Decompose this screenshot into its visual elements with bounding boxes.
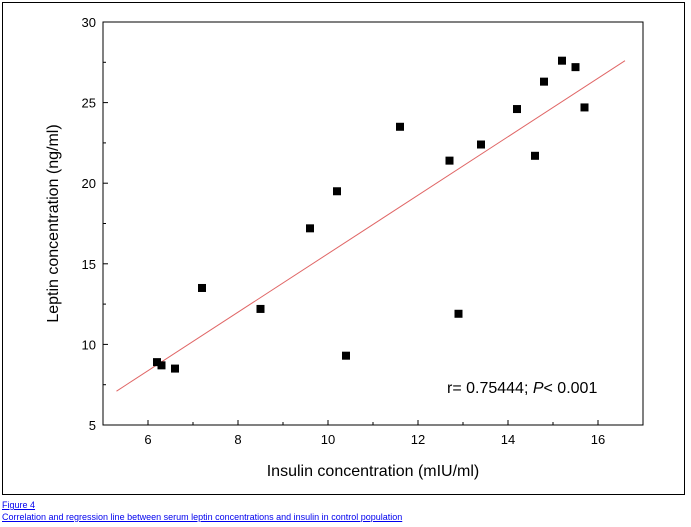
data-point bbox=[171, 364, 179, 373]
x-tick-label: 6 bbox=[144, 432, 151, 447]
data-point bbox=[342, 351, 350, 360]
data-point bbox=[306, 224, 314, 233]
data-point bbox=[477, 140, 485, 149]
figure-caption-link[interactable]: Correlation and regression line between … bbox=[2, 512, 403, 522]
x-tick-label: 16 bbox=[591, 432, 605, 447]
regression-line bbox=[116, 60, 626, 392]
y-tick-label: 15 bbox=[82, 257, 96, 272]
data-point bbox=[153, 358, 161, 367]
data-point bbox=[531, 151, 539, 160]
data-point bbox=[558, 56, 566, 65]
data-point bbox=[580, 103, 589, 112]
data-point bbox=[454, 309, 463, 318]
y-tick-label: 5 bbox=[89, 418, 96, 433]
x-tick-label: 10 bbox=[321, 432, 335, 447]
annotation-p-symbol: P bbox=[533, 380, 544, 397]
data-point bbox=[571, 63, 580, 72]
y-tick-label: 10 bbox=[82, 337, 96, 352]
annotation-prefix: r= 0.75444; bbox=[447, 380, 533, 397]
data-points bbox=[153, 56, 589, 373]
y-tick-label: 30 bbox=[82, 15, 96, 30]
x-tick-label: 12 bbox=[411, 432, 425, 447]
annotation-suffix: < 0.001 bbox=[544, 380, 598, 397]
data-point bbox=[256, 304, 265, 313]
data-point bbox=[396, 122, 404, 131]
data-point bbox=[198, 283, 206, 292]
plot-area bbox=[102, 21, 644, 426]
figure-label-link[interactable]: Figure 4 bbox=[2, 500, 36, 510]
data-point bbox=[157, 361, 166, 370]
figure-frame bbox=[2, 2, 685, 495]
data-point bbox=[540, 77, 548, 86]
y-tick-label: 25 bbox=[82, 96, 96, 111]
x-tick-label: 14 bbox=[501, 432, 515, 447]
x-tick-label: 8 bbox=[234, 432, 241, 447]
data-point bbox=[445, 156, 454, 165]
y-axis-ticks: 5 10 15 20 25 30 bbox=[82, 15, 108, 433]
x-axis-ticks: 6 8 10 12 14 16 bbox=[102, 420, 644, 447]
data-point bbox=[333, 187, 341, 196]
correlation-annotation: r= 0.75444; P< 0.001 bbox=[447, 380, 597, 397]
x-axis-label: Insulin concentration (mIU/ml) bbox=[267, 463, 480, 480]
data-point bbox=[513, 105, 521, 114]
y-axis-label: Leptin concentration (ng/ml) bbox=[45, 124, 62, 322]
y-tick-label: 20 bbox=[82, 176, 96, 191]
